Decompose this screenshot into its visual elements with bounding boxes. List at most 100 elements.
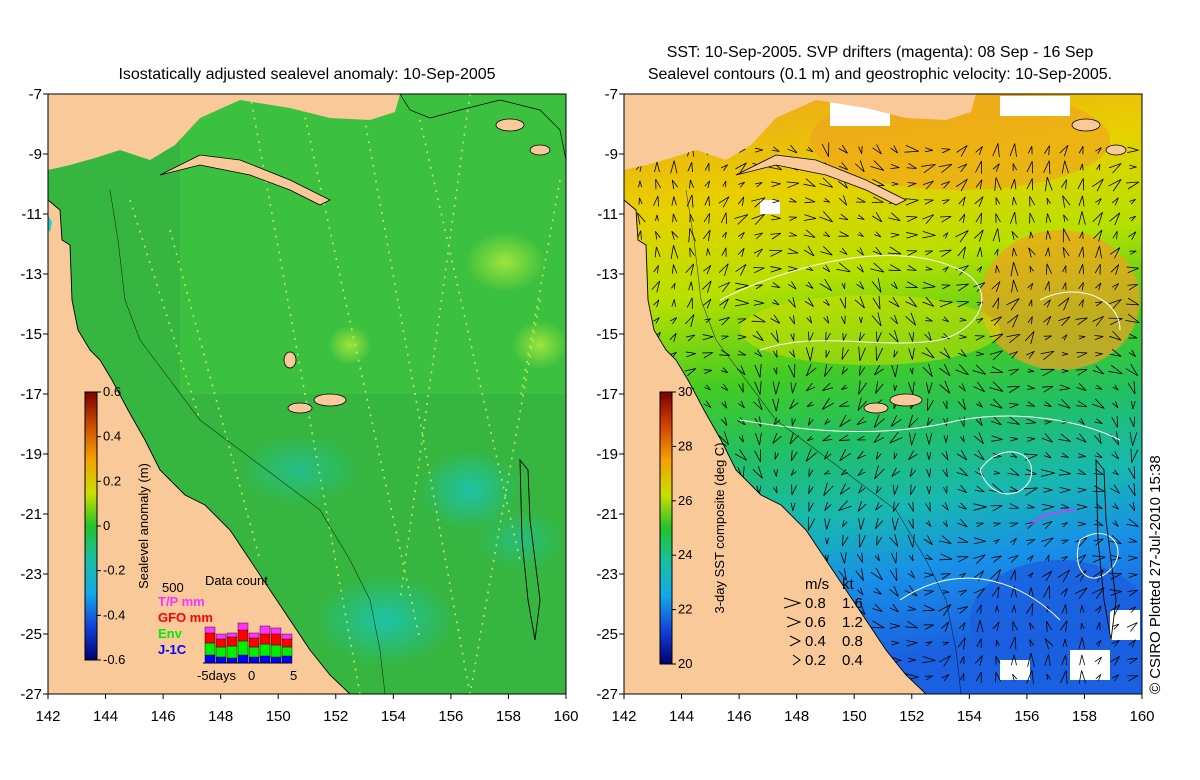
sst-colorbar-tick: 22 xyxy=(678,602,692,617)
right-x-ticks: 142 144 146 148 150 152 154 156 158 160 xyxy=(611,694,1155,725)
sst-map xyxy=(624,94,1142,694)
data-count-x-right: 5 xyxy=(290,668,297,683)
data-count-title: Data count xyxy=(205,573,268,588)
data-count-bars xyxy=(204,622,293,664)
speed-legend-ms-header: m/s xyxy=(805,576,829,593)
left-x-tick-label: 148 xyxy=(208,708,233,725)
speed-legend-kt-header: kt xyxy=(842,576,855,593)
right-y-ticks: -7 -9 -11 -13 -15 -17 -19 -21 -23 -25 -27 xyxy=(596,86,624,703)
right-y-tick-label: -11 xyxy=(597,206,618,223)
left-y-tick-label: -15 xyxy=(20,326,42,343)
left-x-tick-label: 150 xyxy=(266,708,291,725)
left-y-tick-label: -7 xyxy=(29,86,42,103)
left-x-tick-label: 154 xyxy=(381,708,406,725)
right-x-tick-label: 148 xyxy=(784,708,809,725)
left-x-tick-label: 156 xyxy=(438,708,463,725)
speed-legend-ms: 0.6 xyxy=(805,614,826,631)
sst-colorbar-tick: 24 xyxy=(678,547,692,562)
data-count-legend-item: GFO mm xyxy=(158,610,213,625)
left-x-tick-label: 158 xyxy=(496,708,521,725)
speed-legend-arrow xyxy=(783,597,802,609)
speed-legend-kt: 0.8 xyxy=(842,633,863,650)
left-x-tick-label: 144 xyxy=(93,708,118,725)
data-count-legend-item: J-1C xyxy=(158,642,187,657)
speed-legend-ms: 0.8 xyxy=(805,595,826,612)
sla-colorbar-tick: -0.2 xyxy=(103,563,125,578)
right-y-tick-label: -21 xyxy=(596,506,618,523)
right-x-tick-label: 154 xyxy=(957,708,982,725)
data-count-x-left: -5days xyxy=(197,668,237,683)
sst-colorbar-ticks: 30 28 26 24 22 20 xyxy=(672,384,692,671)
csiro-credit: © CSIRO Plotted 27-Jul-2010 15:38 xyxy=(1147,455,1164,694)
right-y-tick-label: -13 xyxy=(596,266,618,283)
left-y-tick-label: -27 xyxy=(20,686,42,703)
speed-legend-kt: 1.6 xyxy=(842,595,863,612)
right-y-tick-label: -9 xyxy=(605,146,618,163)
speed-legend-ms: 0.2 xyxy=(805,652,826,669)
png-land xyxy=(48,94,400,170)
left-y-tick-label: -19 xyxy=(20,446,42,463)
left-y-ticks: -7 -9 -11 -13 -15 -17 -19 -21 -23 -25 -27 xyxy=(20,86,48,703)
sla-colorbar-tick: 0.4 xyxy=(103,429,121,444)
left-y-tick-label: -13 xyxy=(20,266,42,283)
sst-colorbar-tick: 20 xyxy=(678,656,692,671)
right-y-tick-label: -19 xyxy=(596,446,618,463)
sla-colorbar-tick: 0.2 xyxy=(103,473,121,488)
sla-colorbar xyxy=(84,391,98,661)
right-panel-title-1: SST: 10-Sep-2005. SVP drifters (magenta)… xyxy=(667,44,1094,61)
left-x-tick-label: 146 xyxy=(151,708,176,725)
right-x-tick-label: 160 xyxy=(1129,708,1154,725)
left-x-tick-label: 142 xyxy=(35,708,60,725)
left-x-tick-label: 160 xyxy=(553,708,578,725)
australia-land-right xyxy=(624,200,926,694)
shelf-contour xyxy=(109,189,386,694)
speed-legend-arrow xyxy=(786,616,802,628)
left-y-tick-label: -25 xyxy=(20,626,42,643)
sla-colorbar-tick: 0 xyxy=(103,518,110,533)
sla-map xyxy=(48,94,566,694)
left-y-tick-label: -9 xyxy=(29,146,42,163)
right-x-tick-label: 152 xyxy=(899,708,924,725)
positive-anomaly-blob xyxy=(465,232,545,292)
sla-colorbar-tick: -0.6 xyxy=(103,652,125,667)
sla-colorbar-label: Sealevel anomaly (m) xyxy=(136,463,151,589)
right-y-tick-label: -25 xyxy=(596,626,618,643)
data-count-max: 500 xyxy=(162,580,184,595)
right-x-tick-label: 142 xyxy=(611,708,636,725)
left-y-tick-label: -23 xyxy=(20,566,42,583)
left-y-tick-label: -17 xyxy=(20,386,42,403)
speed-legend-arrow xyxy=(789,635,802,647)
sst-colorbar xyxy=(659,391,673,665)
speed-legend-arrow xyxy=(792,654,801,666)
sla-colorbar-tick: 0.6 xyxy=(103,384,121,399)
altimeter-tracks xyxy=(129,94,561,694)
right-panel-title-2: Sealevel contours (0.1 m) and geostrophi… xyxy=(648,66,1112,83)
new-caledonia xyxy=(519,458,541,641)
data-count-legend-item: T/P mm xyxy=(158,594,205,609)
right-y-tick-label: -7 xyxy=(605,86,618,103)
sst-colorbar-tick: 28 xyxy=(678,438,692,453)
speed-legend-kt: 0.4 xyxy=(842,652,863,669)
left-panel-title: Isostatically adjusted sealevel anomaly:… xyxy=(118,66,495,83)
speed-legend-kt: 1.2 xyxy=(842,614,863,631)
speed-legend: m/s kt 0.8 1.6 0.6 1.2 0.4 0.8 0.2 0.4 xyxy=(783,576,863,669)
negative-anomaly-blob xyxy=(420,450,520,530)
right-y-tick-label: -27 xyxy=(596,686,618,703)
left-x-tick-label: 152 xyxy=(323,708,348,725)
coral-sea-islands xyxy=(283,118,551,414)
data-count-x-mid: 0 xyxy=(248,668,255,683)
speed-legend-ms: 0.4 xyxy=(805,633,826,650)
right-x-tick-label: 146 xyxy=(727,708,752,725)
data-count-legend-item: Env xyxy=(158,626,183,641)
coastline xyxy=(48,199,351,694)
svp-drifter-track xyxy=(1029,509,1076,526)
right-y-tick-label: -15 xyxy=(596,326,618,343)
left-x-ticks: 142 144 146 148 150 152 154 156 158 160 xyxy=(35,694,579,725)
sst-colorbar-label: 3-day SST composite (deg C) xyxy=(712,443,727,614)
australia-land xyxy=(48,200,350,694)
sla-colorbar-ticks: 0.6 0.4 0.2 0 -0.2 -0.4 -0.6 xyxy=(97,384,125,667)
right-x-tick-label: 156 xyxy=(1014,708,1039,725)
sla-colorbar-tick: -0.4 xyxy=(103,607,125,622)
